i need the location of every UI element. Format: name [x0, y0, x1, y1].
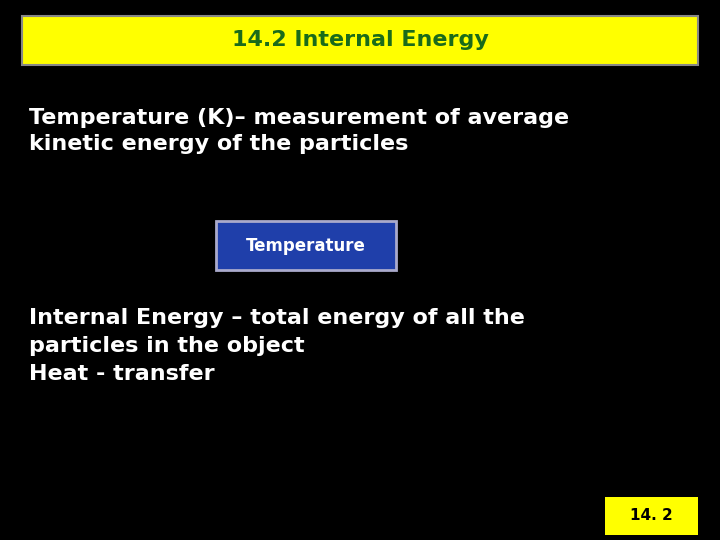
FancyBboxPatch shape [216, 221, 396, 270]
Text: Temperature: Temperature [246, 237, 366, 255]
Text: 14.2 Internal Energy: 14.2 Internal Energy [232, 30, 488, 51]
FancyBboxPatch shape [605, 497, 698, 535]
Text: 14. 2: 14. 2 [630, 508, 673, 523]
Text: Internal Energy – total energy of all the
particles in the object
Heat - transfe: Internal Energy – total energy of all th… [29, 308, 525, 384]
FancyBboxPatch shape [22, 16, 698, 65]
Text: Temperature (K)– measurement of average
kinetic energy of the particles: Temperature (K)– measurement of average … [29, 108, 569, 154]
